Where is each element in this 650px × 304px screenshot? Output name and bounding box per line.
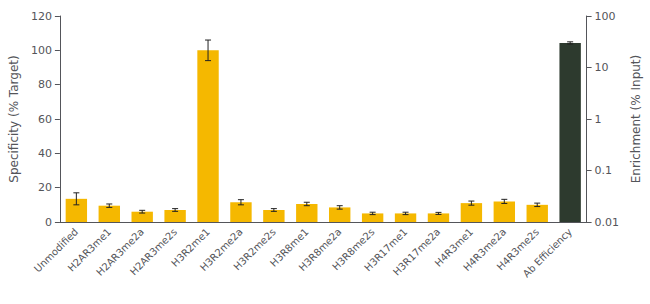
- svg-text:H3R8me2a: H3R8me2a: [296, 226, 344, 274]
- svg-text:40: 40: [38, 147, 52, 160]
- svg-text:H3R2me2s: H3R2me2s: [231, 226, 277, 272]
- svg-text:120: 120: [31, 10, 52, 23]
- svg-text:H2AR3me2s: H2AR3me2s: [128, 226, 179, 277]
- svg-text:H3R17me2a: H3R17me2a: [391, 226, 443, 278]
- svg-text:80: 80: [38, 78, 52, 91]
- svg-text:0.01: 0.01: [595, 216, 620, 229]
- svg-text:H3R8me1: H3R8me1: [268, 226, 311, 269]
- svg-text:H4R3me2s: H4R3me2s: [494, 226, 542, 273]
- svg-text:Enrichment (% Input): Enrichment (% Input): [629, 55, 643, 184]
- svg-text:Ab Efficiency: Ab Efficiency: [521, 226, 574, 279]
- svg-text:H4R3me1: H4R3me1: [432, 226, 476, 269]
- svg-text:60: 60: [38, 113, 52, 126]
- svg-text:Unmodified: Unmodified: [31, 226, 81, 275]
- svg-text:H3R17me1: H3R17me1: [362, 226, 410, 274]
- svg-text:1: 1: [595, 113, 602, 126]
- svg-text:H3R2me1: H3R2me1: [169, 226, 212, 269]
- svg-text:100: 100: [595, 10, 616, 23]
- svg-text:H2AR3me1: H2AR3me1: [65, 226, 114, 274]
- svg-text:100: 100: [31, 44, 52, 57]
- svg-text:H3R2me2a: H3R2me2a: [197, 226, 245, 274]
- svg-text:0: 0: [45, 216, 52, 229]
- svg-text:20: 20: [38, 181, 52, 194]
- svg-text:0.1: 0.1: [595, 164, 613, 177]
- svg-text:Specificity (% Target): Specificity (% Target): [7, 55, 21, 182]
- svg-text:H4R3me2a: H4R3me2a: [461, 226, 509, 274]
- svg-text:H2AR3me2a: H2AR3me2a: [94, 226, 147, 278]
- svg-text:H3R8me2s: H3R8me2s: [330, 226, 377, 273]
- svg-text:10: 10: [595, 61, 609, 74]
